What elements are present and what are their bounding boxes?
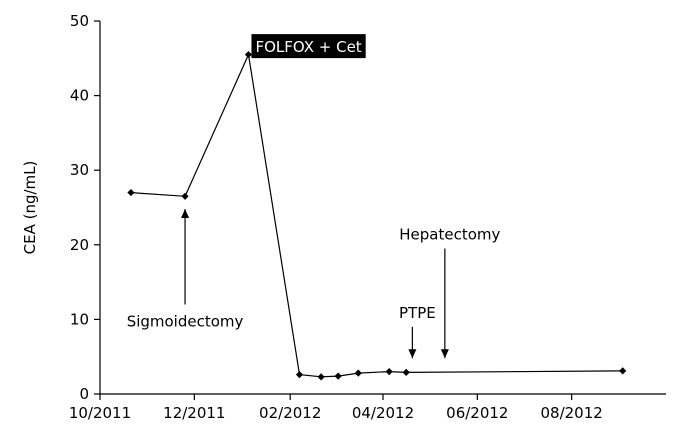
y-ticks: 0 10 20 30 40 50 — [70, 12, 100, 403]
y-axis: 0 10 20 30 40 50 — [70, 12, 101, 403]
y-tick-label: 50 — [70, 12, 89, 30]
y-axis-title: CEA (ng/mL) — [21, 161, 39, 255]
annotation-label: Hepatectomy — [399, 226, 500, 244]
x-tick-label: 06/2012 — [446, 404, 508, 422]
data-point — [244, 50, 253, 59]
x-tick-label: 10/2011 — [69, 404, 131, 422]
y-tick-label: 20 — [70, 236, 89, 254]
data-point — [354, 369, 362, 377]
data-point — [127, 188, 135, 197]
data-point — [619, 367, 627, 375]
y-tick-label: 40 — [70, 87, 89, 105]
annotation-label: PTPE — [399, 304, 436, 322]
annotation-arrow-head — [440, 349, 449, 359]
annotation-arrow — [440, 248, 449, 359]
data-point — [385, 368, 393, 376]
annotation-arrow — [408, 326, 417, 359]
annotation-layer: Sigmoidectomy FOLFOX + Cet PTPE Hepatectomy — [127, 34, 501, 359]
annotation-box — [251, 34, 366, 59]
annotation-arrow-head — [408, 349, 417, 359]
x-tick-label: 04/2012 — [352, 404, 414, 422]
data-point — [317, 373, 325, 381]
annotation-arrow-head — [181, 208, 190, 218]
x-axis: 10/2011 12/2011 02/2012 04/2012 06/2012 08/20… — [69, 393, 666, 422]
annotation-label: FOLFOX + Cet — [255, 38, 361, 56]
x-ticks: 10/2011 12/2011 02/2012 04/2012 06/2012 08/20… — [69, 394, 603, 422]
y-tick-label: 10 — [70, 310, 89, 328]
y-tick-label: 30 — [70, 161, 89, 179]
data-point — [295, 371, 304, 379]
x-tick-label: 02/2012 — [259, 404, 321, 422]
series-line — [130, 52, 623, 378]
data-point — [402, 368, 410, 376]
x-tick-label: 12/2011 — [163, 404, 225, 422]
series-layer — [127, 50, 627, 381]
data-point — [334, 372, 342, 380]
annotation-label: Sigmoidectomy — [127, 312, 244, 330]
data-point — [181, 192, 189, 200]
x-tick-label: 08/2012 — [541, 404, 603, 422]
annotation-arrow — [181, 208, 190, 305]
y-tick-label: 0 — [79, 385, 89, 403]
